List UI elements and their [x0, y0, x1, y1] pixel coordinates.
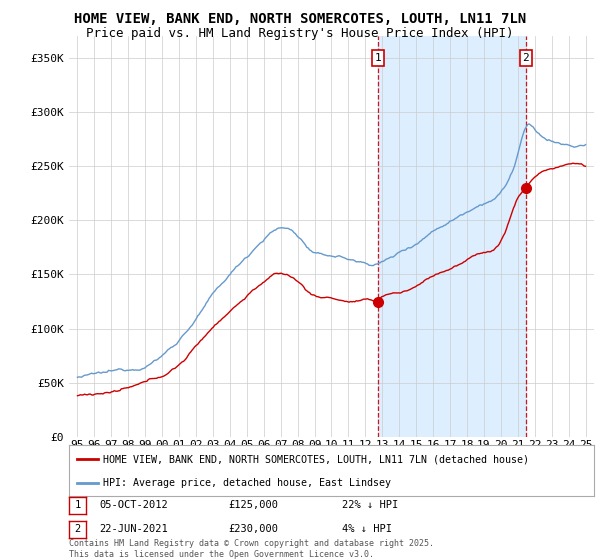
Text: 1: 1 [374, 53, 382, 63]
Text: 2: 2 [74, 524, 80, 534]
Text: 22-JUN-2021: 22-JUN-2021 [99, 524, 168, 534]
Text: £125,000: £125,000 [228, 500, 278, 510]
Text: 22% ↓ HPI: 22% ↓ HPI [342, 500, 398, 510]
Text: 1: 1 [74, 500, 80, 510]
Text: £230,000: £230,000 [228, 524, 278, 534]
Bar [378, 36, 526, 437]
Text: 4% ↓ HPI: 4% ↓ HPI [342, 524, 392, 534]
Text: HPI: Average price, detached house, East Lindsey: HPI: Average price, detached house, East… [103, 478, 391, 488]
Text: 2: 2 [523, 53, 529, 63]
Text: HOME VIEW, BANK END, NORTH SOMERCOTES, LOUTH, LN11 7LN: HOME VIEW, BANK END, NORTH SOMERCOTES, L… [74, 12, 526, 26]
Text: Contains HM Land Registry data © Crown copyright and database right 2025.
This d: Contains HM Land Registry data © Crown c… [69, 539, 434, 559]
Text: HOME VIEW, BANK END, NORTH SOMERCOTES, LOUTH, LN11 7LN (detached house): HOME VIEW, BANK END, NORTH SOMERCOTES, L… [103, 454, 529, 464]
Text: 05-OCT-2012: 05-OCT-2012 [99, 500, 168, 510]
Text: Price paid vs. HM Land Registry's House Price Index (HPI): Price paid vs. HM Land Registry's House … [86, 27, 514, 40]
